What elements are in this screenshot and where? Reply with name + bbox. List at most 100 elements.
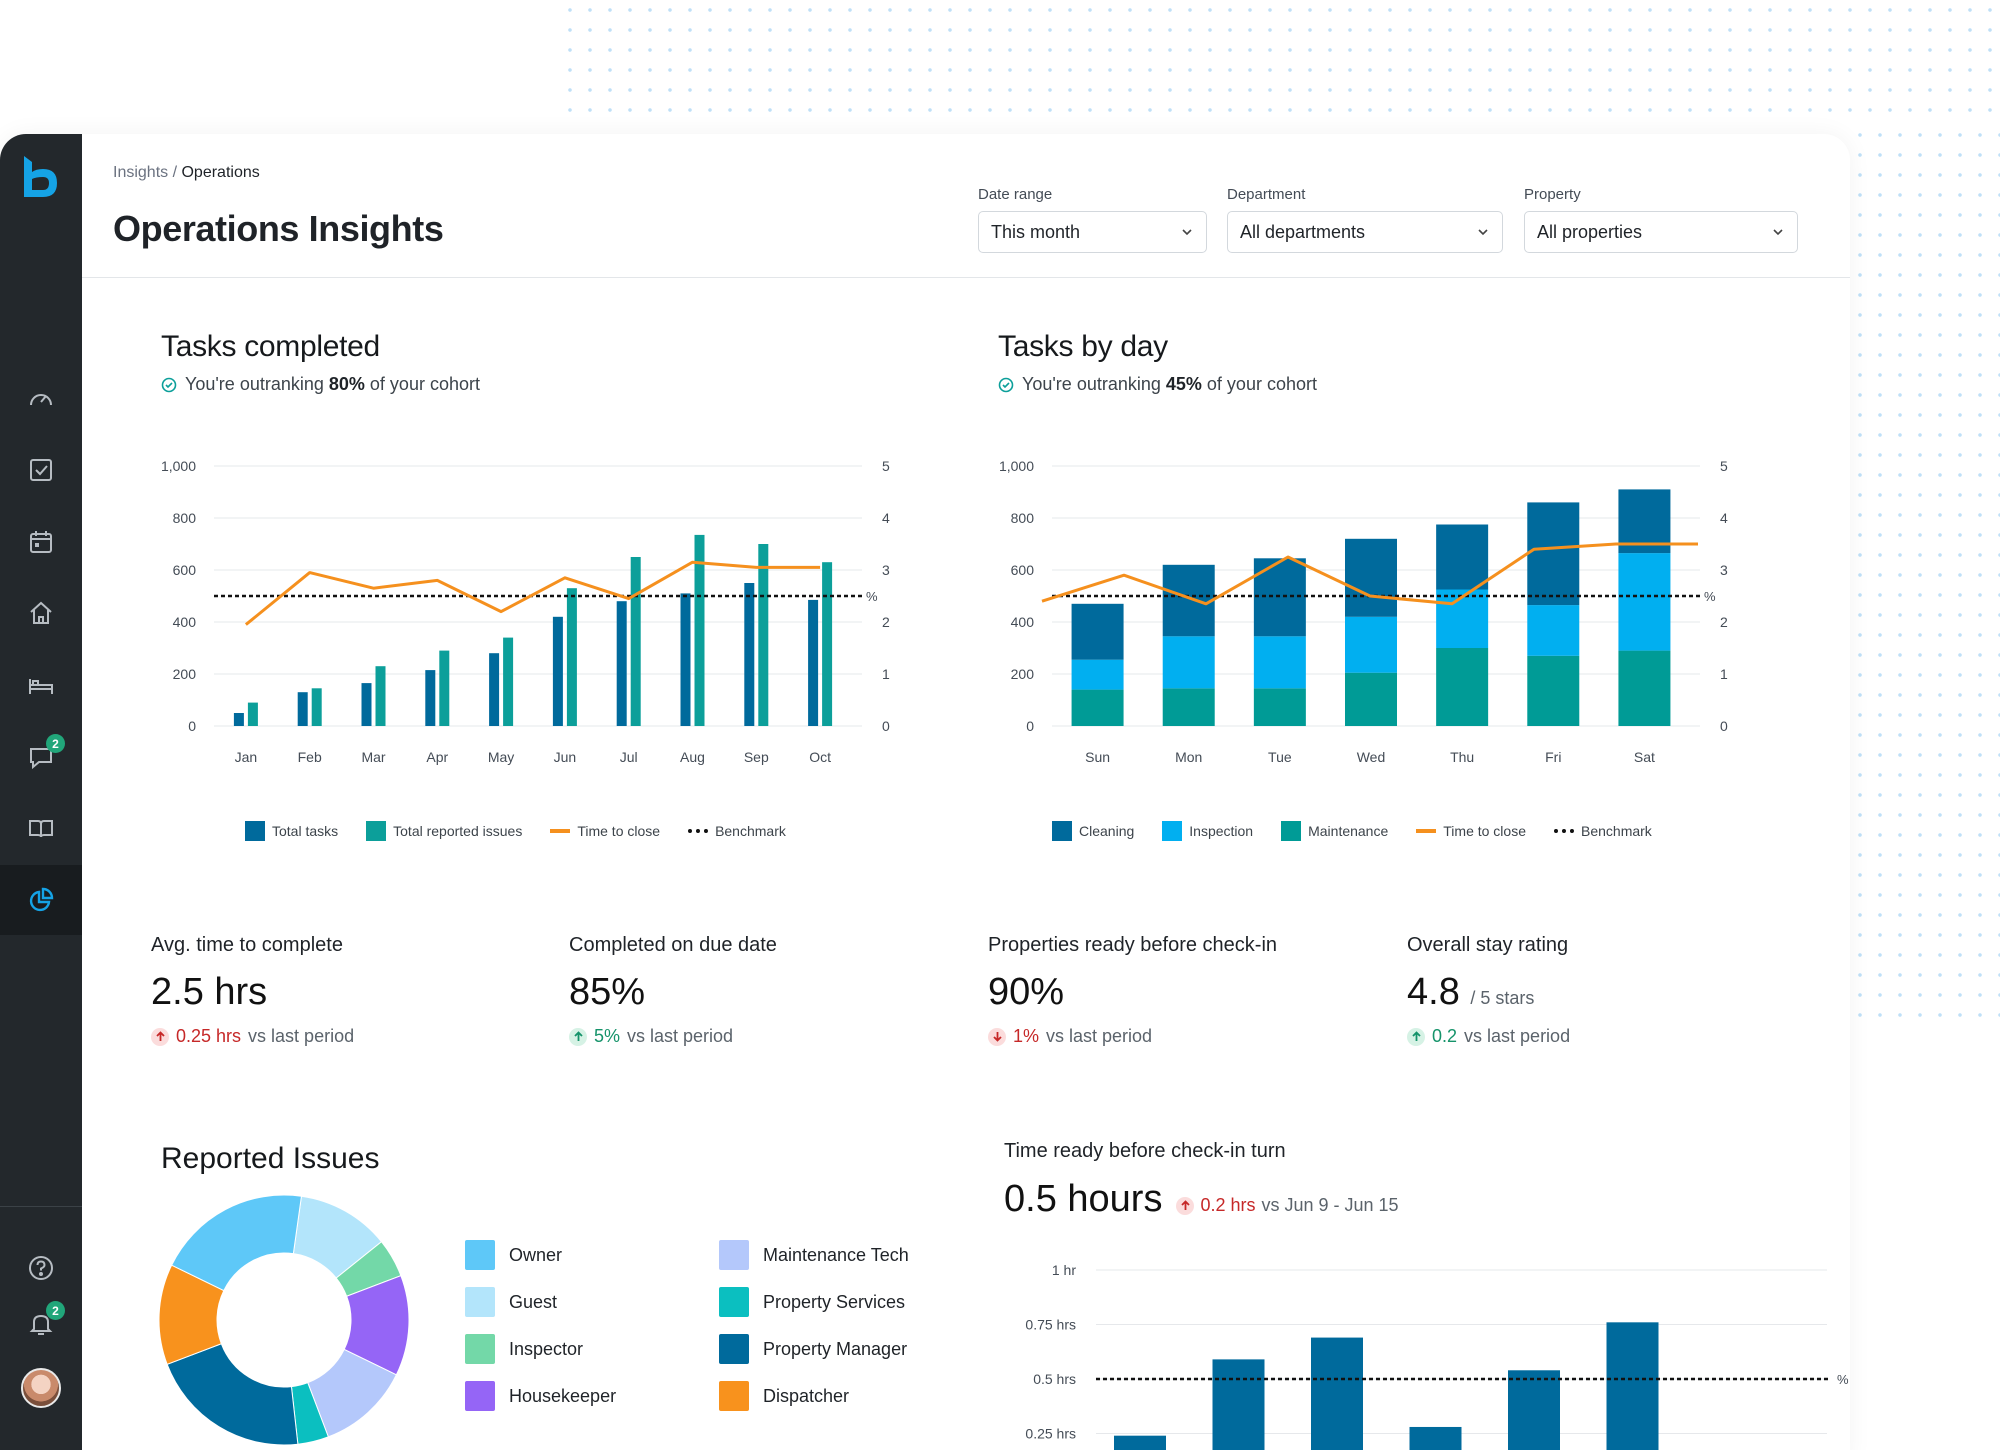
kpi-completed-due: Completed on due date 85% 5% vs last peri… [569, 934, 959, 1047]
x-tick-label: Sat [1634, 749, 1655, 765]
legend-time-to-close: Time to close [550, 823, 660, 839]
x-tick-label: Tue [1268, 749, 1292, 765]
department-select[interactable]: All departments [1227, 211, 1503, 253]
property-select[interactable]: All properties [1524, 211, 1798, 253]
cohort-suffix: of your cohort [1201, 374, 1317, 394]
x-tick-label: Oct [809, 749, 831, 765]
kpi-label: Completed on due date [569, 934, 777, 956]
sidebar-item-messages[interactable]: 2 [0, 722, 82, 792]
breadcrumb-parent[interactable]: Insights [113, 164, 169, 181]
y2-tick-label: 1 [882, 666, 890, 682]
turn-bar [1508, 1370, 1560, 1450]
legend-benchmark: Benchmark [688, 823, 786, 839]
issue-legend-item: Property Manager [719, 1334, 907, 1364]
turn-title: Time ready before check-in turn [1004, 1140, 1286, 1162]
bar-inspection [1253, 636, 1306, 689]
issue-legend-item: Inspector [465, 1334, 583, 1364]
issue-legend-item: Housekeeper [465, 1381, 616, 1411]
bar-total-reported-issues [311, 688, 322, 726]
y2-tick-label: 5 [1720, 458, 1728, 474]
department-label: Department [1227, 186, 1306, 203]
tasks-completed-cohort: You're outranking 80% of your cohort [161, 374, 480, 395]
cohort-prefix: You're outranking [185, 374, 329, 394]
legend-label: Maintenance Tech [763, 1244, 909, 1265]
check-circle-icon [161, 377, 177, 392]
sidebar-item-properties[interactable] [0, 578, 82, 648]
bar-maintenance [1253, 688, 1306, 726]
arrow-down-icon [988, 1027, 1006, 1046]
turn-bar [1311, 1337, 1363, 1450]
y-tick-label: 0.75 hrs [1025, 1317, 1076, 1333]
issue-legend-item: Property Services [719, 1287, 905, 1317]
avatar[interactable] [21, 1368, 61, 1408]
y-tick-label: 200 [1011, 666, 1035, 682]
kpi-label: Overall stay rating [1407, 934, 1569, 956]
bar-total-reported-issues [822, 562, 833, 726]
y-tick-label: 200 [173, 666, 197, 682]
reported-issues-donut [158, 1194, 410, 1446]
bar-maintenance [1345, 672, 1397, 726]
sidebar-item-tasks[interactable] [0, 435, 82, 505]
kpi-properties-ready: Properties ready before check-in 90% 1% v… [988, 934, 1378, 1047]
legend-swatch [465, 1334, 495, 1364]
bar-inspection [1162, 636, 1215, 689]
bar-total-reported-issues [247, 702, 258, 726]
bar-total-tasks [808, 599, 819, 726]
sidebar-item-calendar[interactable] [0, 507, 82, 577]
dot-pattern-right [1850, 125, 2000, 1025]
legend-label: Dispatcher [763, 1385, 850, 1406]
bar-total-tasks [489, 653, 500, 726]
y-tick-label: 400 [173, 614, 197, 630]
issue-legend-item: Maintenance Tech [719, 1240, 909, 1270]
legend-benchmark: Benchmark [1554, 823, 1652, 839]
sidebar-item-insights[interactable] [0, 865, 82, 935]
sidebar-item-guidebook[interactable] [0, 793, 82, 863]
kpi-delta: 0.25 hrs vs last period [151, 1026, 541, 1047]
legend-swatch [465, 1287, 495, 1317]
bar-total-reported-issues [566, 588, 577, 726]
turn-bar [1606, 1322, 1659, 1450]
speedometer-icon [30, 394, 52, 406]
bar-total-reported-issues [630, 557, 641, 726]
kpi-avg-time: Avg. time to complete 2.5 hrs 0.25 hrs vs… [151, 934, 541, 1047]
y-tick-label: 1 hr [1052, 1262, 1076, 1278]
turn-chart: 0.25 hrs 0.5 hrs 0.75 hrs 1 hr% [1025, 1262, 1849, 1450]
sidebar: 2 2 [0, 134, 82, 1450]
x-tick-label: Aug [680, 749, 705, 765]
bar-inspection [1618, 553, 1671, 651]
turn-bar [1409, 1426, 1462, 1450]
legend-label: Guest [509, 1291, 558, 1312]
bar-total-tasks [744, 583, 755, 726]
sidebar-item-help[interactable] [0, 1233, 82, 1303]
arrow-up-icon [1176, 1196, 1195, 1215]
help-icon [29, 1256, 53, 1280]
y-tick-label: 800 [1011, 510, 1035, 526]
arrow-up-icon [569, 1027, 587, 1046]
cohort-value: 80% [328, 374, 365, 394]
arrow-up-icon [151, 1027, 169, 1046]
sidebar-item-notifications[interactable]: 2 [0, 1289, 82, 1359]
dot-pattern-top [560, 0, 2000, 125]
legend-time-to-close: Time to close [1416, 823, 1526, 839]
sidebar-item-dashboard[interactable] [0, 364, 82, 434]
breadcrumb: Insights / Operations [113, 164, 260, 182]
calendar-icon [30, 531, 52, 553]
bar-total-tasks [425, 670, 436, 726]
sidebar-item-reservations[interactable] [0, 650, 82, 720]
y-tick-label: 400 [1011, 614, 1035, 630]
y-tick-label: 800 [173, 510, 197, 526]
y-tick-label: 1,000 [161, 458, 196, 474]
tasks-by-day-title: Tasks by day [998, 330, 1168, 363]
bar-total-reported-issues [503, 637, 514, 726]
x-tick-label: Wed [1357, 749, 1386, 765]
property-value: All properties [1537, 221, 1643, 242]
date-range-filter: Date range This month [978, 186, 1207, 253]
legend-label: Inspector [509, 1338, 584, 1359]
logo-icon[interactable] [14, 152, 68, 206]
x-tick-label: Fri [1545, 749, 1561, 765]
bed-icon [29, 679, 53, 694]
y2-tick-label: 4 [882, 510, 890, 526]
kpi-value: 85% [569, 971, 646, 1013]
date-range-select[interactable]: This month [978, 211, 1207, 253]
x-tick-label: Jun [554, 749, 577, 765]
